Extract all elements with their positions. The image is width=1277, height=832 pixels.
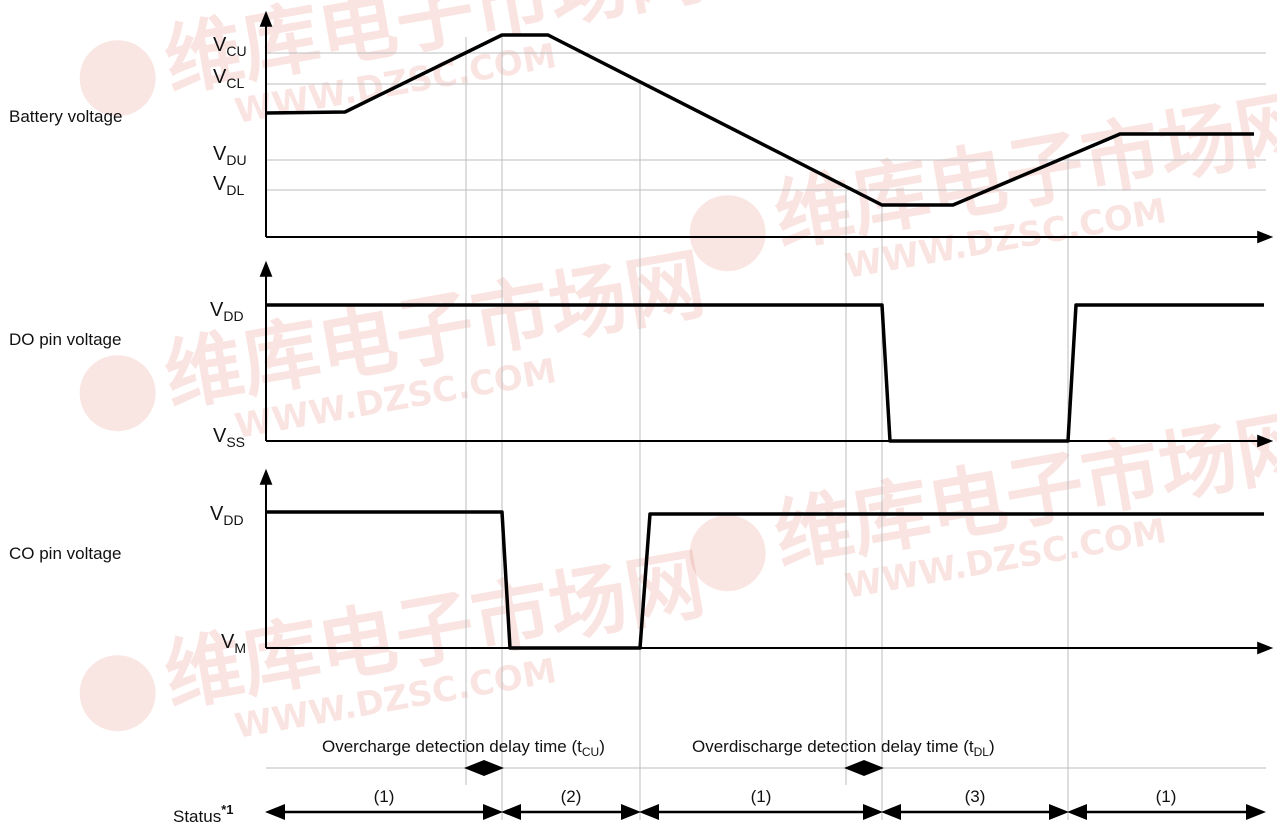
watermark-3: 维库电子市场网 WWW.DZSC.COM [79, 239, 711, 447]
watermark-logo-icon [689, 515, 766, 592]
axes [259, 10, 1274, 655]
level-labels: VCU VCL VDU VDL VDD VSS VDD VM [210, 34, 247, 656]
battery-voltage-label: Battery voltage [9, 107, 122, 126]
level-label-vss: VSS [213, 425, 245, 450]
watermark-2: 维库电子市场网 WWW.DZSC.COM [689, 79, 1277, 287]
level-label-vdd-do: VDD [210, 299, 244, 324]
co-pin-voltage-label: CO pin voltage [9, 544, 121, 563]
level-label-vdd-co: VDD [210, 503, 244, 528]
delay-annotations: Overcharge detection delay time (tCU) Ov… [322, 737, 995, 776]
status-row: Status*1 (1) (2) (1) (3) (1) [173, 787, 1266, 826]
watermark-4: 维库电子市场网 WWW.DZSC.COM [689, 399, 1277, 607]
watermark-logo-icon [79, 355, 156, 432]
level-label-vcl: VCL [213, 66, 244, 91]
status-segment-3: (1) [751, 787, 772, 806]
do-pin-voltage-label: DO pin voltage [9, 330, 121, 349]
watermark-logo-icon [79, 40, 156, 117]
overdischarge-delay-label: Overdischarge detection delay time (tDL) [692, 737, 995, 759]
level-gridlines [266, 52, 1266, 769]
status-segment-5: (1) [1156, 787, 1177, 806]
waveforms [265, 33, 1264, 650]
do-pin-voltage-trace [266, 303, 1264, 443]
level-label-vdl: VDL [213, 173, 244, 198]
status-segment-1: (1) [374, 787, 395, 806]
overcharge-delay-label: Overcharge detection delay time (tCU) [322, 737, 605, 759]
level-label-vm: VM [221, 631, 246, 656]
watermark-layer: 维库电子市场网 WWW.DZSC.COM 维库电子市场网 WWW.DZSC.CO… [79, 0, 1277, 747]
watermark-1: 维库电子市场网 WWW.DZSC.COM [79, 0, 711, 132]
status-label: Status*1 [173, 802, 234, 826]
battery-voltage-trace [265, 33, 1254, 207]
co-pin-voltage-trace [266, 510, 1264, 650]
status-segment-4: (3) [965, 787, 986, 806]
watermark-logo-icon [79, 655, 156, 732]
row-labels: Battery voltage DO pin voltage CO pin vo… [9, 107, 122, 563]
watermark-logo-icon [689, 195, 766, 272]
status-segment-2: (2) [561, 787, 582, 806]
level-label-vcu: VCU [213, 34, 247, 59]
level-label-vdu: VDU [213, 143, 247, 168]
